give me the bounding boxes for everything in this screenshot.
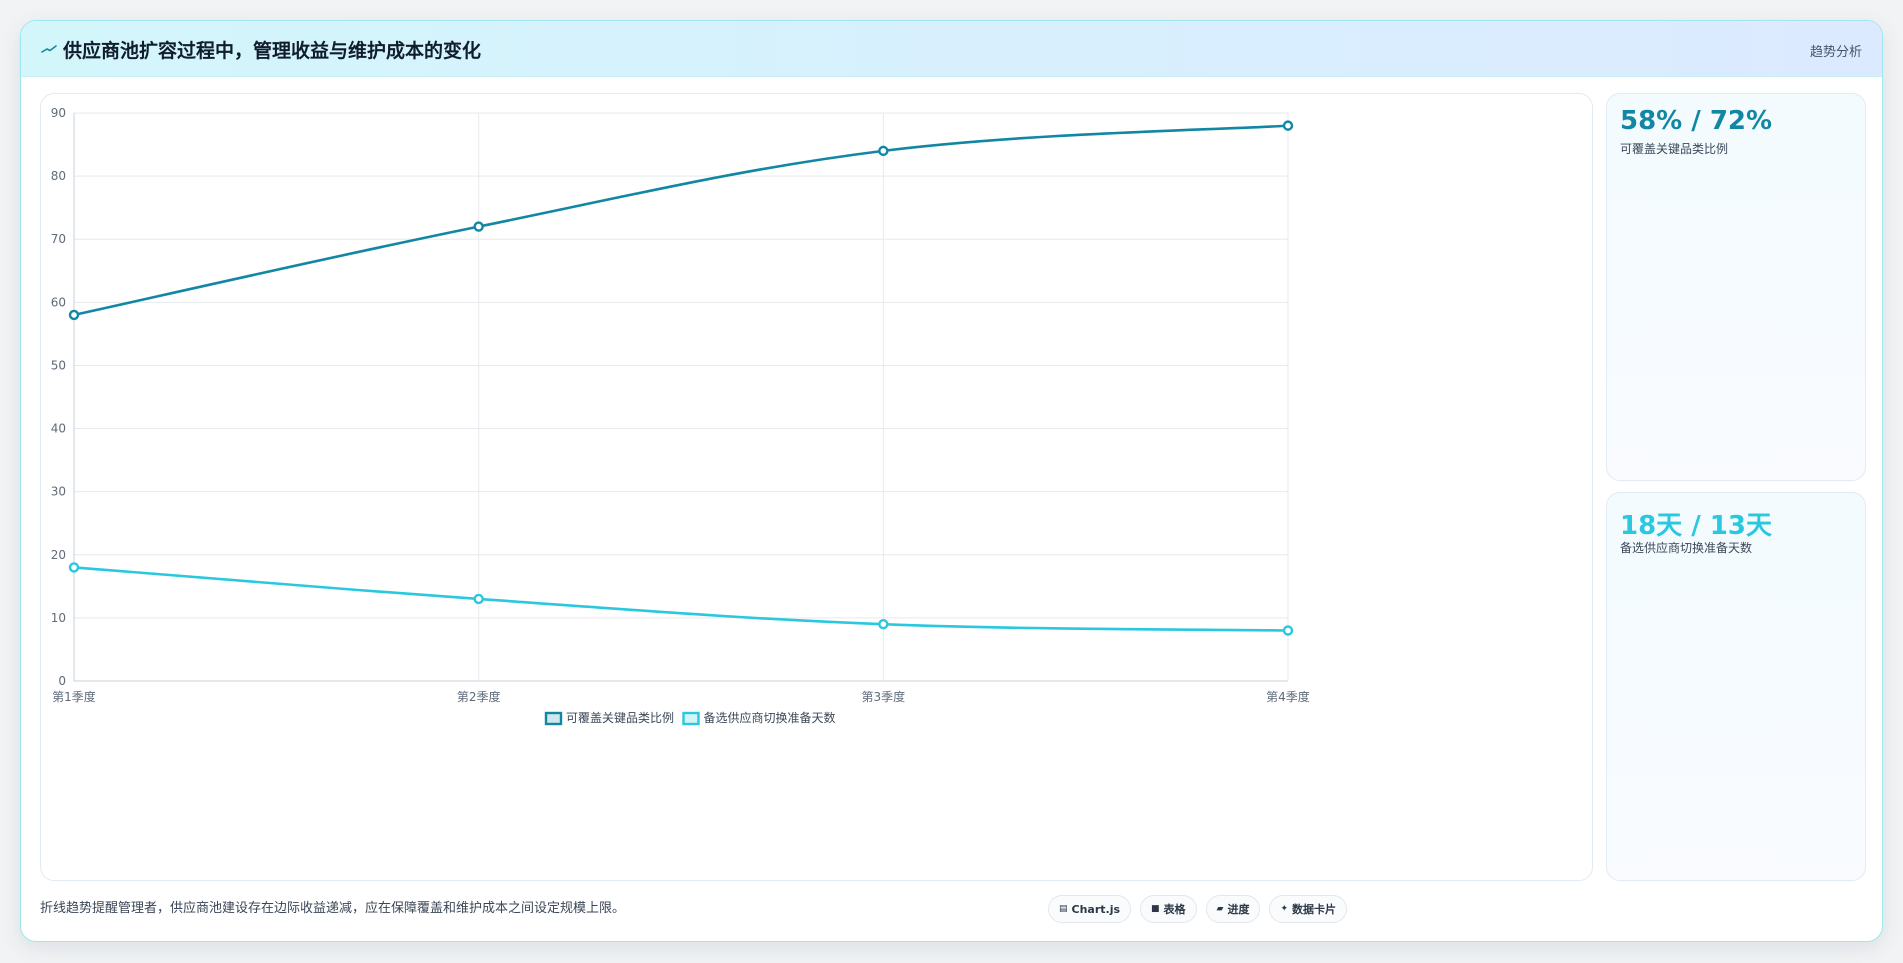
sparkle-icon: ✦ xyxy=(1280,904,1289,914)
y-tick-label: 80 xyxy=(51,169,66,183)
series-line-1 xyxy=(73,124,1289,317)
y-tick-label: 20 xyxy=(51,548,66,562)
y-tick-label: 90 xyxy=(51,106,66,120)
legend-swatch xyxy=(682,711,700,726)
x-tick-label: 第3季度 xyxy=(862,689,906,704)
kpi-card-switch-days: 18天 / 13天 备选供应商切换准备天数 xyxy=(1606,492,1866,881)
kpi-value: 18天 / 13天 xyxy=(1620,511,1772,541)
card-header: 供应商池扩容过程中，管理收益与维护成本的变化 趋势分析 xyxy=(21,21,1882,77)
chip-label: 进度 xyxy=(1227,903,1250,916)
series-2-point xyxy=(473,593,484,605)
x-tick-label: 第4季度 xyxy=(1266,689,1310,704)
kpi-label: 备选供应商切换准备天数 xyxy=(1620,541,1753,555)
tech-chips: ▤ Chart.js ■ 表格 ▰ 进度 ✦ 数据卡片 xyxy=(1048,895,1348,925)
chip-label: Chart.js xyxy=(1071,902,1121,916)
y-tick-label: 0 xyxy=(58,674,66,688)
chip-chartjs[interactable]: ▤ Chart.js xyxy=(1048,895,1132,923)
footer-note: 折线趋势提醒管理者，供应商池建设存在边际收益递减，应在保障覆盖和维护成本之间设定… xyxy=(40,901,626,916)
y-tick-label: 30 xyxy=(51,485,66,499)
kpi-card-coverage: 58% / 72% 可覆盖关键品类比例 xyxy=(1606,93,1866,481)
legend-label: 可覆盖关键品类比例 xyxy=(566,711,674,725)
line-chart: 0 10 20 30 40 50 60 70 80 90 第1季度 第2季度 第3季度 第4季度可覆盖关键… xyxy=(51,106,1310,726)
series-line-2 xyxy=(73,566,1289,632)
x-tick-label: 第2季度 xyxy=(457,689,501,704)
series-1-point xyxy=(473,221,484,232)
table-icon: ■ xyxy=(1151,904,1160,914)
chip-progress[interactable]: ▰ 进度 xyxy=(1205,895,1261,923)
y-tick-label: 60 xyxy=(51,295,66,309)
chip-label: 表格 xyxy=(1163,903,1186,916)
chip-data-card[interactable]: ✦ 数据卡片 xyxy=(1269,895,1348,923)
series-2-point xyxy=(68,562,80,573)
series-1-point xyxy=(1282,120,1294,131)
series-2-point xyxy=(878,619,889,630)
chart-icon: ▤ xyxy=(1059,904,1068,914)
page-title: 供应商池扩容过程中，管理收益与维护成本的变化 xyxy=(63,40,482,62)
chart-card: 供应商池扩容过程中，管理收益与维护成本的变化 趋势分析 0 10 20 30 40 50 6… xyxy=(20,20,1883,942)
trend-line-icon xyxy=(41,45,57,53)
y-tick-label: 50 xyxy=(51,358,66,372)
series-1-point xyxy=(68,309,80,321)
progress-icon: ▰ xyxy=(1216,904,1224,914)
x-tick-label: 第1季度 xyxy=(52,689,96,704)
analysis-tag: 趋势分析 xyxy=(1809,45,1862,60)
kpi-label: 可覆盖关键品类比例 xyxy=(1620,142,1729,156)
y-tick-label: 70 xyxy=(51,232,66,246)
legend-label: 备选供应商切换准备天数 xyxy=(704,710,836,725)
kpi-value: 58% / 72% xyxy=(1620,106,1773,136)
chart-panel: 0 10 20 30 40 50 60 70 80 90 第1季度 第2季度 第3季度 第4季度可覆盖关键… xyxy=(40,93,1593,881)
chip-label: 数据卡片 xyxy=(1292,903,1337,916)
series-2-point xyxy=(1282,625,1294,636)
chip-table[interactable]: ■ 表格 xyxy=(1140,895,1197,923)
series-1-point xyxy=(878,145,889,157)
y-tick-label: 40 xyxy=(51,422,66,436)
y-tick-label: 10 xyxy=(51,611,66,625)
legend-swatch xyxy=(544,711,563,726)
